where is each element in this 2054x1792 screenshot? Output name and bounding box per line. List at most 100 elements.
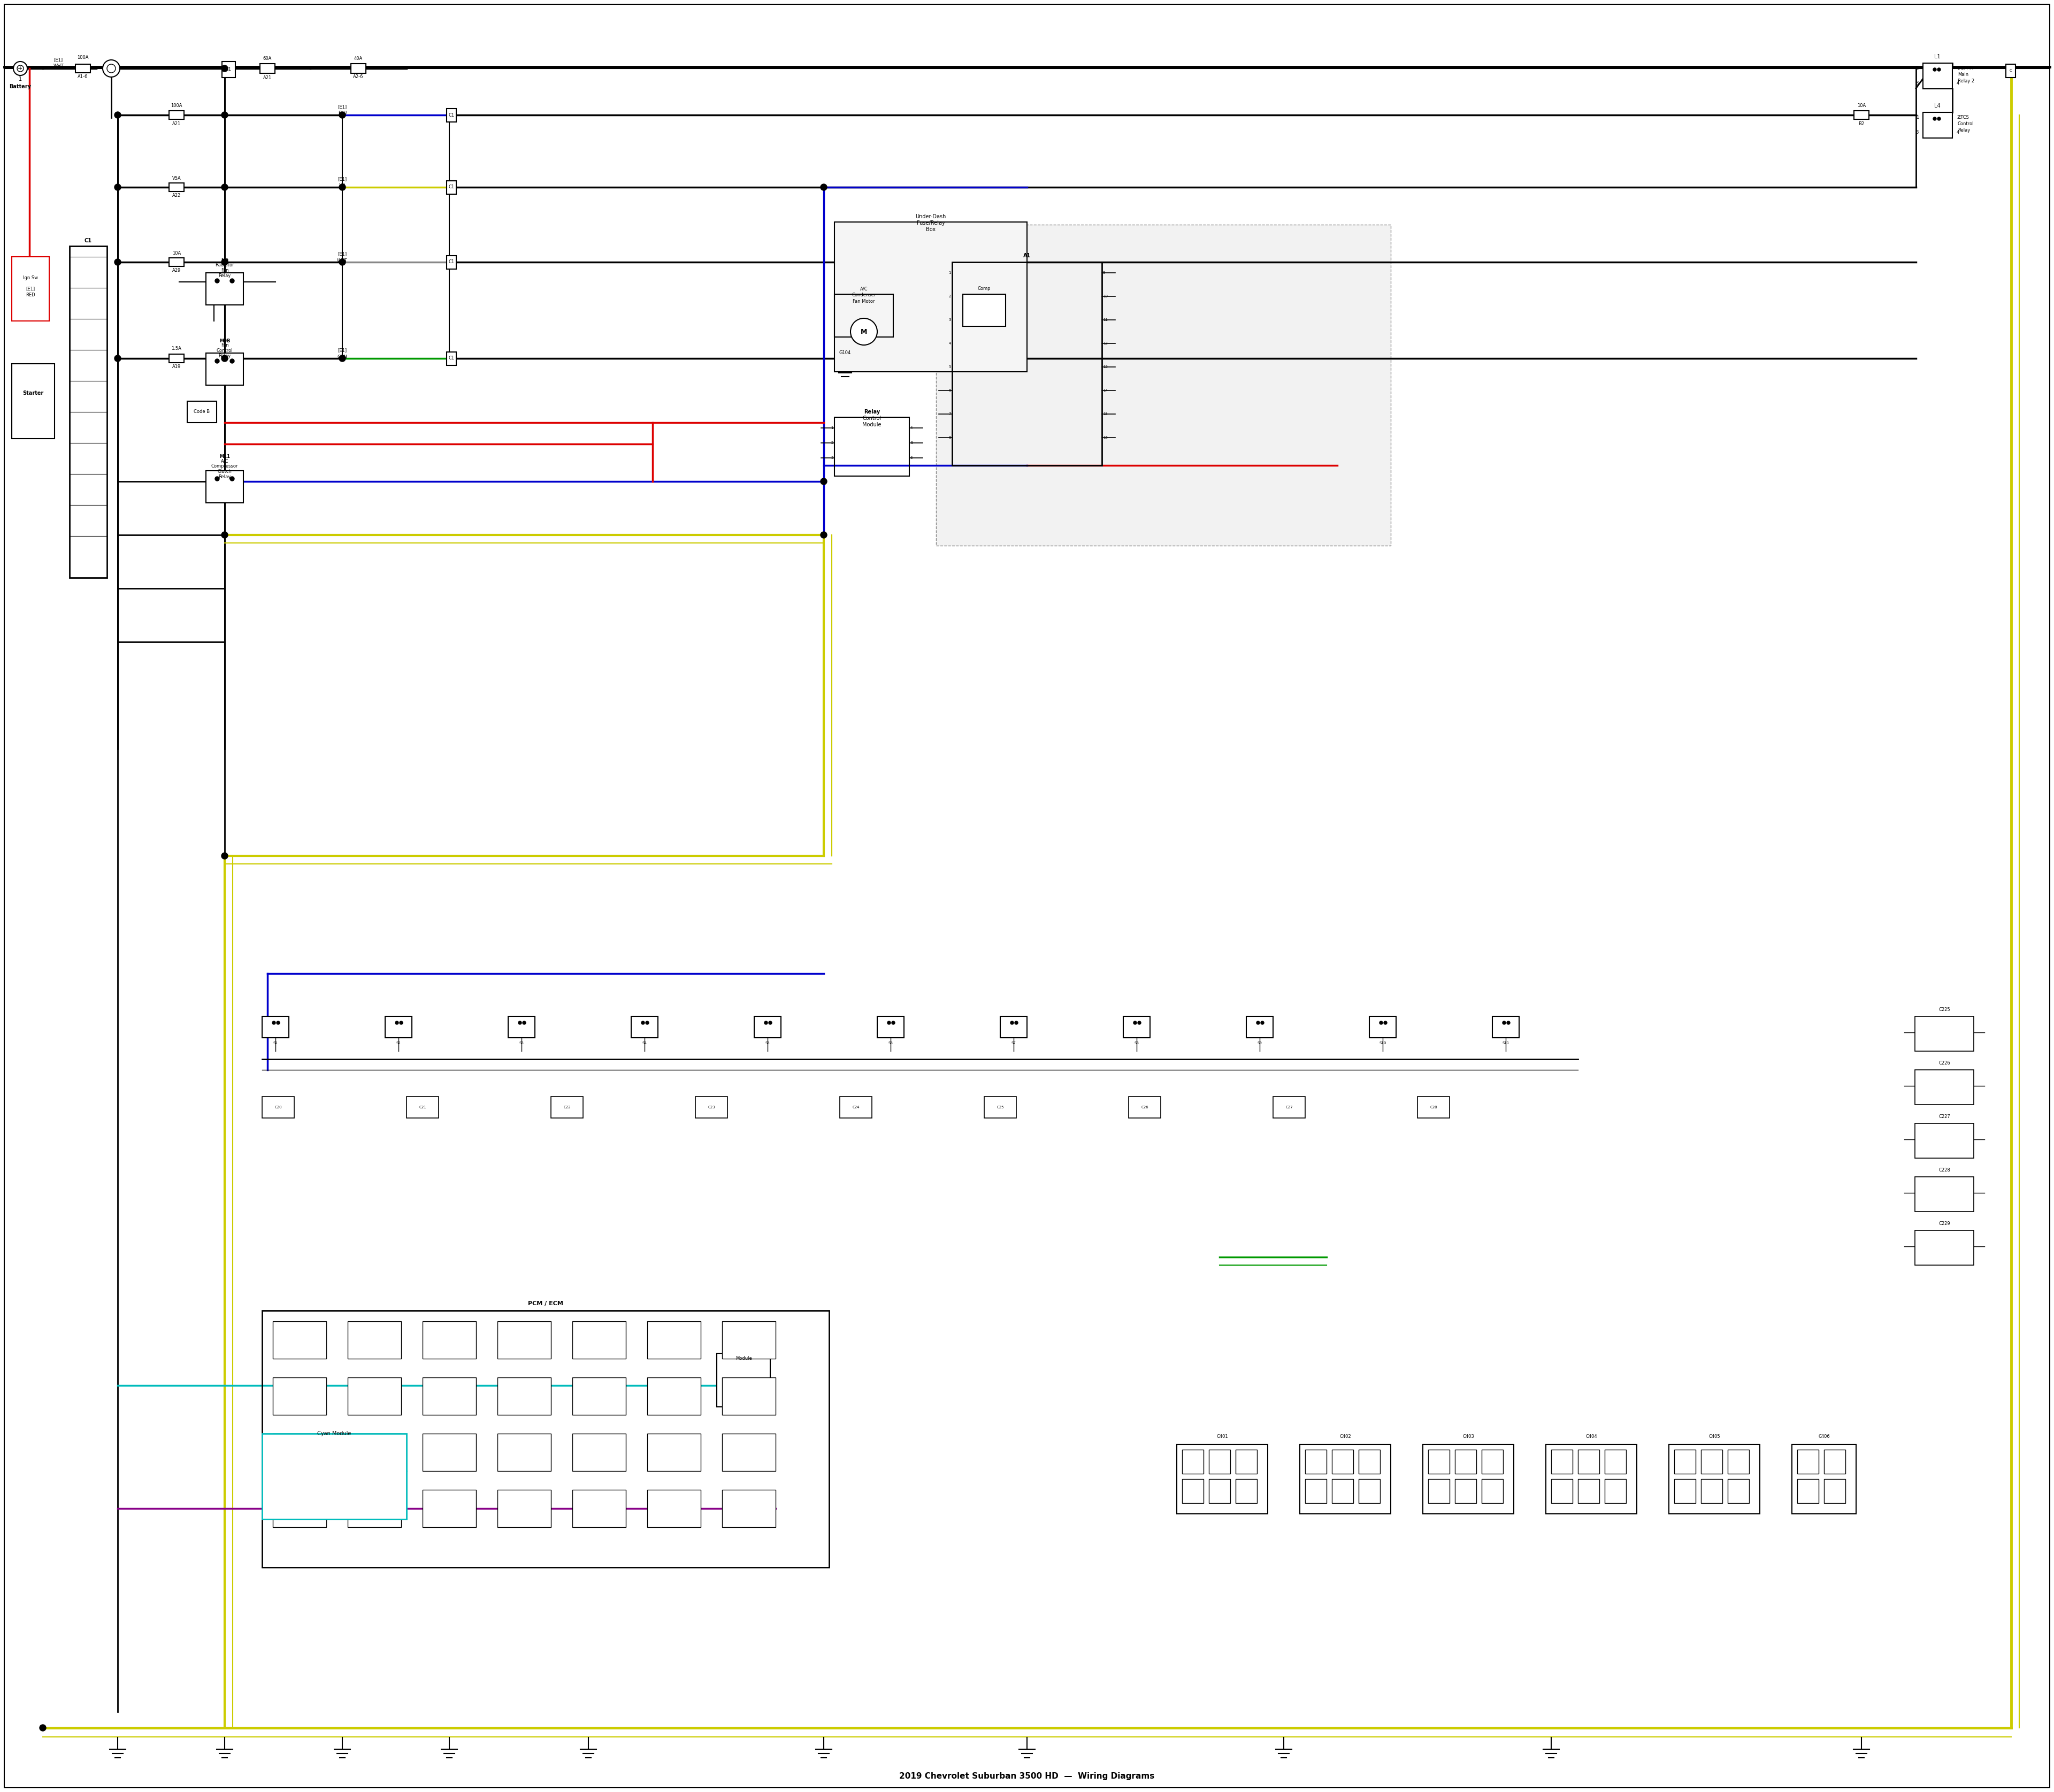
Circle shape — [1933, 68, 1937, 72]
Text: 1: 1 — [949, 271, 951, 274]
Text: YEL: YEL — [339, 183, 347, 188]
Text: S7: S7 — [1011, 1041, 1017, 1045]
Circle shape — [339, 185, 345, 190]
Bar — [273, 1434, 327, 1471]
Bar — [1551, 1450, 1573, 1473]
Bar — [647, 1378, 700, 1416]
Text: BLU: BLU — [339, 111, 347, 116]
Text: 1: 1 — [1957, 66, 1960, 72]
Bar — [573, 1321, 626, 1358]
Bar — [1210, 1450, 1230, 1473]
Text: [E1]: [E1] — [53, 57, 64, 63]
Circle shape — [222, 185, 228, 190]
Bar — [168, 258, 185, 267]
Text: Fan: Fan — [220, 267, 228, 272]
Text: Starter: Starter — [23, 391, 43, 396]
Text: C404: C404 — [1586, 1434, 1598, 1439]
Bar — [631, 1016, 657, 1038]
Bar — [1577, 1478, 1600, 1503]
Circle shape — [339, 258, 345, 265]
Text: Radiator: Radiator — [216, 262, 234, 267]
Bar — [1417, 1097, 1450, 1118]
Circle shape — [273, 1021, 275, 1025]
Bar — [1273, 1097, 1304, 1118]
Bar — [1701, 1478, 1723, 1503]
Circle shape — [230, 280, 234, 283]
Bar — [1304, 1478, 1327, 1503]
Bar — [834, 418, 910, 477]
Text: 2019 Chevrolet Suburban 3500 HD  —  Wiring Diagrams: 2019 Chevrolet Suburban 3500 HD — Wiring… — [900, 1772, 1154, 1779]
Text: C1: C1 — [226, 66, 232, 72]
Text: 2: 2 — [1957, 115, 1960, 120]
Text: 2: 2 — [949, 294, 951, 297]
Text: S9: S9 — [1257, 1041, 1261, 1045]
Circle shape — [1504, 1021, 1506, 1025]
Text: [E1]: [E1] — [337, 104, 347, 109]
Bar — [1914, 1124, 1974, 1158]
Bar — [1300, 1444, 1391, 1514]
Text: 4: 4 — [910, 426, 912, 430]
Bar — [1000, 1016, 1027, 1038]
Bar — [497, 1489, 550, 1527]
Text: A21: A21 — [173, 122, 181, 125]
Circle shape — [1508, 1021, 1510, 1025]
Text: Fuse/Relay: Fuse/Relay — [916, 220, 945, 226]
Text: C23: C23 — [709, 1106, 715, 1109]
Bar — [1914, 1231, 1974, 1265]
Text: PGM-FI: PGM-FI — [1957, 66, 1974, 72]
Text: C1: C1 — [448, 113, 454, 118]
Text: A21: A21 — [263, 75, 271, 81]
Bar — [1128, 1097, 1161, 1118]
Bar — [717, 1353, 770, 1407]
Bar — [1914, 1070, 1974, 1104]
Text: 3: 3 — [949, 319, 951, 321]
Bar — [1674, 1450, 1697, 1473]
Text: 14: 14 — [1103, 389, 1107, 392]
Bar — [263, 1097, 294, 1118]
Circle shape — [107, 65, 115, 73]
Bar — [1914, 1177, 1974, 1211]
Circle shape — [1261, 1021, 1263, 1025]
Bar — [1454, 1478, 1477, 1503]
Text: A1-6: A1-6 — [78, 75, 88, 79]
Circle shape — [1011, 1021, 1013, 1025]
Circle shape — [820, 532, 828, 538]
Text: A2-6: A2-6 — [353, 75, 364, 79]
Text: 8: 8 — [949, 435, 951, 439]
Circle shape — [222, 532, 228, 538]
Bar — [497, 1321, 550, 1358]
Bar — [446, 351, 456, 366]
Bar — [1923, 113, 1953, 138]
Text: Main: Main — [1957, 72, 1968, 77]
Bar — [1331, 1450, 1354, 1473]
Bar — [754, 1016, 781, 1038]
Text: S8: S8 — [1134, 1041, 1140, 1045]
Bar — [407, 1097, 440, 1118]
Bar — [497, 1378, 550, 1416]
Circle shape — [115, 111, 121, 118]
Text: 2: 2 — [832, 441, 834, 444]
Circle shape — [222, 355, 228, 362]
Text: A19: A19 — [173, 364, 181, 369]
Circle shape — [1380, 1021, 1382, 1025]
Circle shape — [887, 1021, 891, 1025]
Bar — [76, 65, 90, 73]
Bar — [1481, 1450, 1504, 1473]
Text: C24: C24 — [852, 1106, 859, 1109]
Text: Control: Control — [863, 416, 881, 421]
Bar — [1727, 1450, 1750, 1473]
Text: Relay: Relay — [865, 409, 879, 414]
Text: 40A: 40A — [353, 56, 364, 61]
Bar — [1183, 1450, 1204, 1473]
Circle shape — [222, 111, 228, 118]
Text: C405: C405 — [1709, 1434, 1719, 1439]
Bar — [1304, 1450, 1327, 1473]
Text: S10: S10 — [1378, 1041, 1386, 1045]
Bar — [834, 222, 1027, 371]
Bar — [647, 1434, 700, 1471]
Bar — [1577, 1450, 1600, 1473]
Text: ETCS: ETCS — [1957, 115, 1970, 120]
Bar — [723, 1489, 776, 1527]
Text: 100A: 100A — [78, 56, 88, 61]
Text: C228: C228 — [1939, 1168, 1949, 1172]
